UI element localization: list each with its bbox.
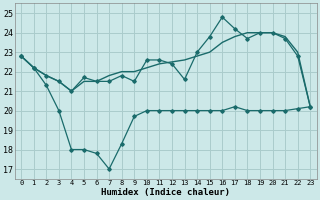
X-axis label: Humidex (Indice chaleur): Humidex (Indice chaleur) [101, 188, 230, 197]
